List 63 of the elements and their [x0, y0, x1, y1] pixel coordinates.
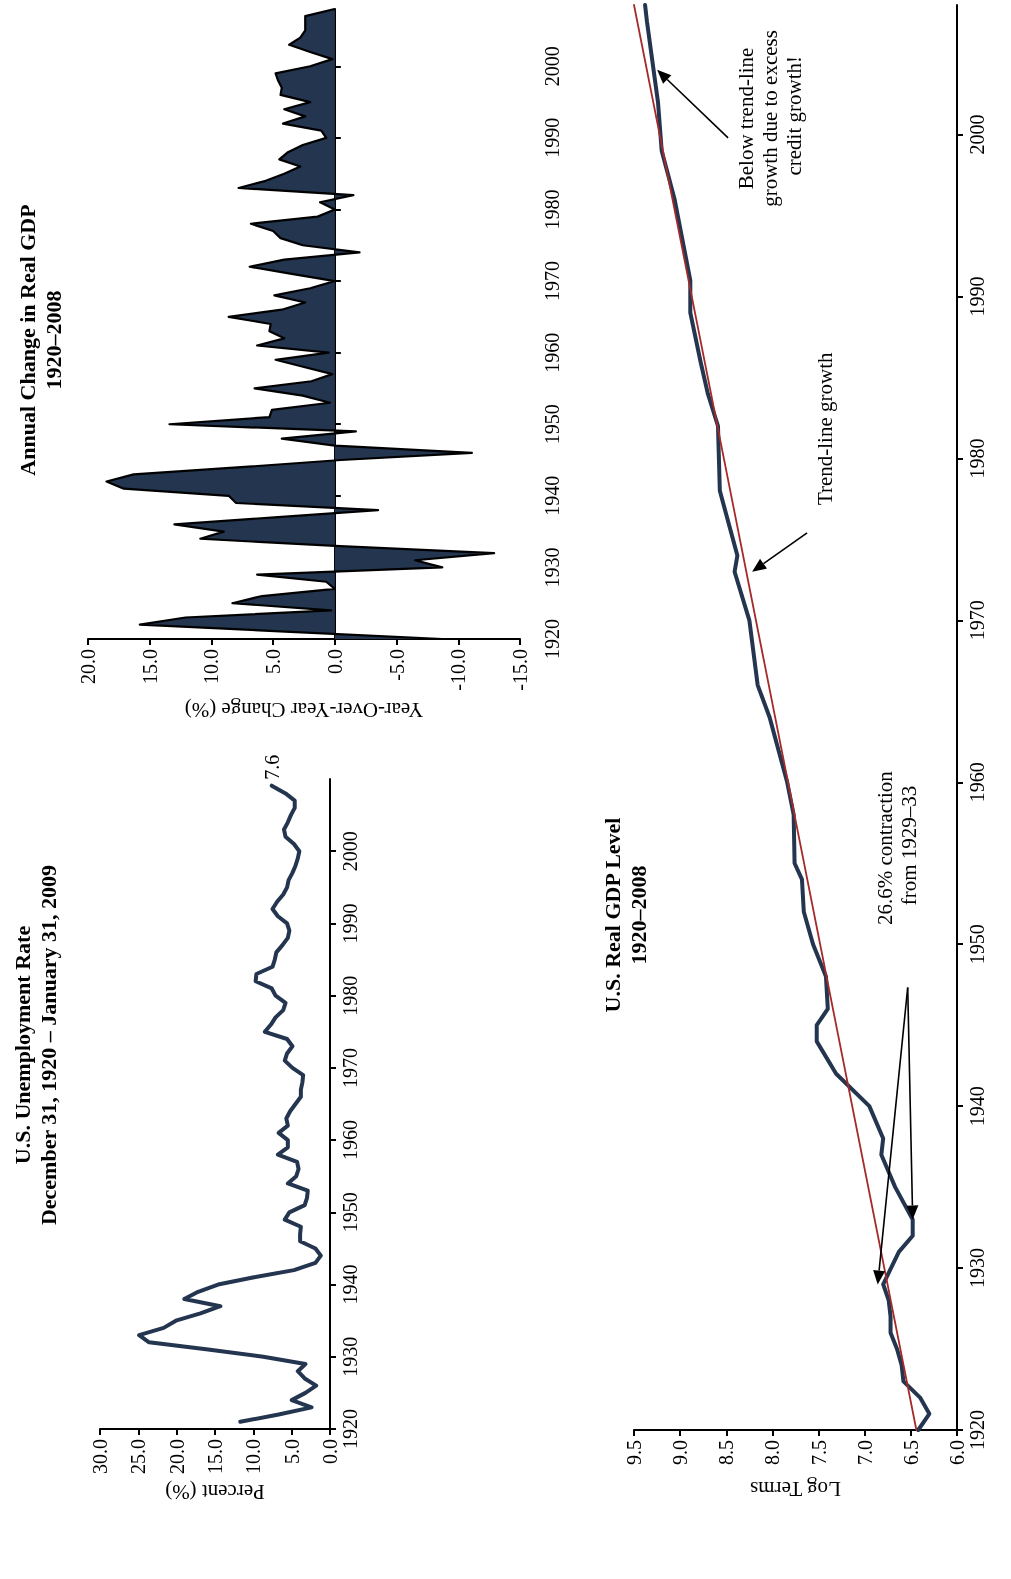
- annotation: 26.6% contraction from 1929–33: [872, 765, 921, 926]
- text: 1920–2008: [40, 290, 66, 390]
- x-axis-title: Log Terms: [750, 1476, 841, 1501]
- text: Annual Change in Real GDP: [14, 204, 40, 476]
- y-tick-label: 1930: [966, 1248, 988, 1289]
- y-tick-label: 1920: [339, 1409, 361, 1449]
- annotation: Below trend-line growth due to excess credit growth!: [734, 24, 807, 207]
- y-tick-label: 1960: [541, 332, 563, 373]
- x-tick-label: 9.5: [623, 1440, 645, 1465]
- y-tick-label: 1960: [339, 1120, 361, 1161]
- text: U.S. Real GDP Level: [599, 817, 625, 1013]
- x-tick-label: 7.0: [853, 1440, 876, 1465]
- y-tick-label: 1950: [339, 1192, 361, 1233]
- x-tick-label: 9.0: [669, 1440, 692, 1465]
- x-tick-label: 8.5: [715, 1440, 738, 1465]
- x-tick-label: 6.0: [946, 1440, 968, 1465]
- y-tick-label: 1990: [339, 903, 361, 944]
- x-tick-label: 15.0: [138, 649, 161, 684]
- y-tick-label: 1960: [966, 762, 988, 803]
- y-tick-label: 2000: [966, 114, 988, 155]
- y-tick-label: 1990: [966, 276, 988, 317]
- y-tick-label: 1970: [541, 261, 563, 302]
- y-tick-label: 1980: [339, 975, 361, 1016]
- x-tick-label: 10.0: [200, 649, 223, 684]
- x-tick-label: 10.0: [242, 1439, 265, 1474]
- y-tick-label: 1970: [339, 1047, 361, 1088]
- x-tick-label: 25.0: [127, 1439, 150, 1474]
- x-tick-label: 0.0: [319, 1439, 341, 1464]
- y-tick-label: 1940: [966, 1086, 988, 1127]
- y-tick-label: 1940: [541, 475, 563, 516]
- y-tick-label: 1990: [541, 117, 563, 158]
- x-tick-label: 8.0: [761, 1440, 784, 1465]
- y-tick-label: 1930: [541, 547, 563, 588]
- x-axis-title: Percent (%): [165, 1480, 265, 1505]
- x-tick-label: 0.0: [323, 649, 346, 674]
- annotation: Trend-line growth: [813, 351, 838, 506]
- x-tick-label: -5.0: [385, 649, 408, 681]
- text: December 31, 1920 – January 31, 2009: [35, 864, 61, 1226]
- x-tick-label: 5.0: [262, 649, 285, 674]
- text: 1920–2008: [625, 865, 651, 965]
- y-tick-label: 1970: [966, 600, 988, 641]
- text: U.S. Unemployment Rate: [9, 925, 35, 1165]
- x-tick-label: 20.0: [77, 649, 99, 684]
- y-tick-label: 1940: [339, 1264, 361, 1305]
- y-tick-label: 1980: [966, 438, 988, 479]
- y-tick-label: 2000: [339, 831, 361, 872]
- y-tick-label: 1950: [541, 404, 563, 445]
- x-tick-label: 30.0: [89, 1439, 111, 1474]
- x-tick-label: 6.5: [899, 1440, 922, 1465]
- x-tick-label: -10.0: [447, 649, 470, 691]
- x-tick-label: 7.5: [807, 1440, 830, 1465]
- y-tick-label: 1920: [966, 1410, 988, 1450]
- x-tick-label: 15.0: [204, 1439, 226, 1474]
- x-tick-label: -15.0: [509, 649, 531, 691]
- y-tick-label: 1980: [541, 189, 563, 230]
- data-label: 7.6: [260, 754, 283, 780]
- x-tick-label: 20.0: [165, 1439, 188, 1474]
- x-axis-title: Year-Over-Year Change (%): [184, 697, 424, 722]
- y-tick-label: 2000: [541, 46, 563, 87]
- y-tick-label: 1930: [339, 1336, 361, 1377]
- x-tick-label: 5.0: [280, 1439, 303, 1464]
- y-tick-label: 1920: [541, 619, 563, 659]
- y-tick-label: 1950: [966, 924, 988, 965]
